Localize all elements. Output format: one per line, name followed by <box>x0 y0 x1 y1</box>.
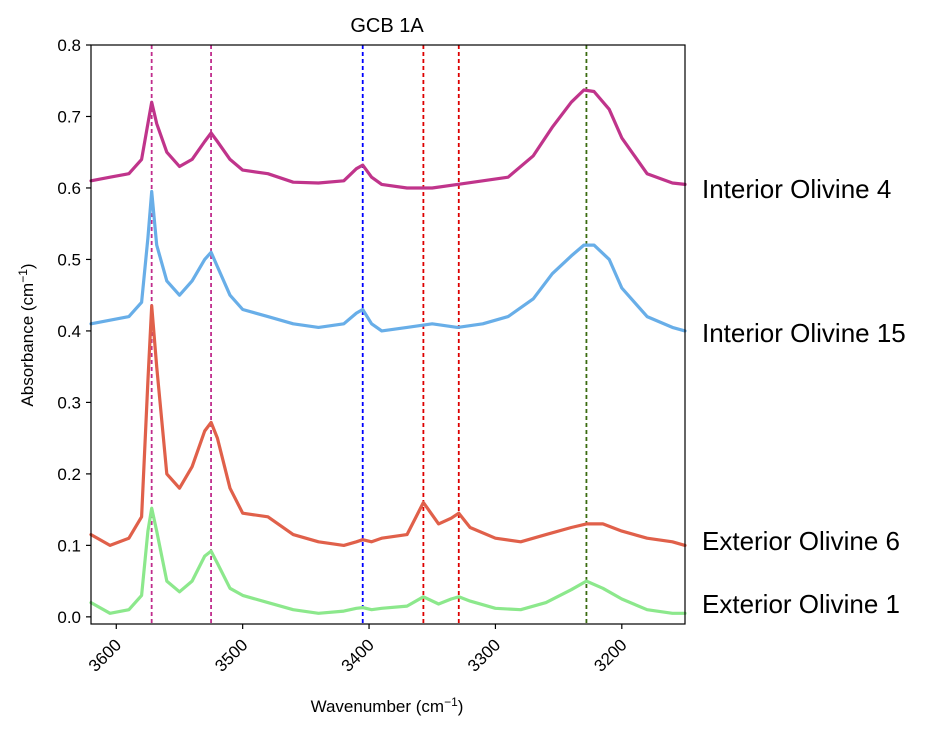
y-tick-label: 0.6 <box>57 179 81 198</box>
series-line-interior-olivine-15 <box>89 189 687 333</box>
x-tick-label: 3300 <box>464 635 504 675</box>
y-tick-label: 0.8 <box>57 36 81 55</box>
plot-area <box>89 45 687 624</box>
series-label-interior-olivine-4: Interior Olivine 4 <box>702 174 891 204</box>
x-tick-label: 3600 <box>85 635 125 675</box>
x-axis-title: Wavenumber (cm−1) <box>311 695 464 716</box>
chart-title: GCB 1A <box>350 15 424 37</box>
y-tick-label: 0.5 <box>57 250 81 269</box>
series-label-exterior-olivine-6: Exterior Olivine 6 <box>702 526 900 556</box>
y-axis-title: Absorbance (cm−1) <box>16 263 37 406</box>
x-tick-label: 3200 <box>590 635 630 675</box>
series-label-exterior-olivine-1: Exterior Olivine 1 <box>702 589 900 619</box>
x-tick-label: 3400 <box>338 635 378 675</box>
y-tick-label: 0.2 <box>57 465 81 484</box>
series-line-interior-olivine-4 <box>89 88 687 190</box>
y-tick-label: 0.0 <box>57 608 81 627</box>
y-tick-label: 0.3 <box>57 393 81 412</box>
y-tick-label: 0.7 <box>57 107 81 126</box>
series-line-exterior-olivine-1 <box>89 506 687 615</box>
x-tick-label: 3500 <box>211 635 251 675</box>
y-tick-label: 0.1 <box>57 536 81 555</box>
axes: 0.0 0.1 0.2 0.3 0.4 0.5 0.6 0.7 0.8 3600 3500 3400 3… <box>57 36 686 676</box>
series-label-interior-olivine-15: Interior Olivine 15 <box>702 318 906 348</box>
plot-frame <box>90 44 686 625</box>
y-tick-label: 0.4 <box>57 322 81 341</box>
series-line-exterior-olivine-6 <box>89 304 687 547</box>
